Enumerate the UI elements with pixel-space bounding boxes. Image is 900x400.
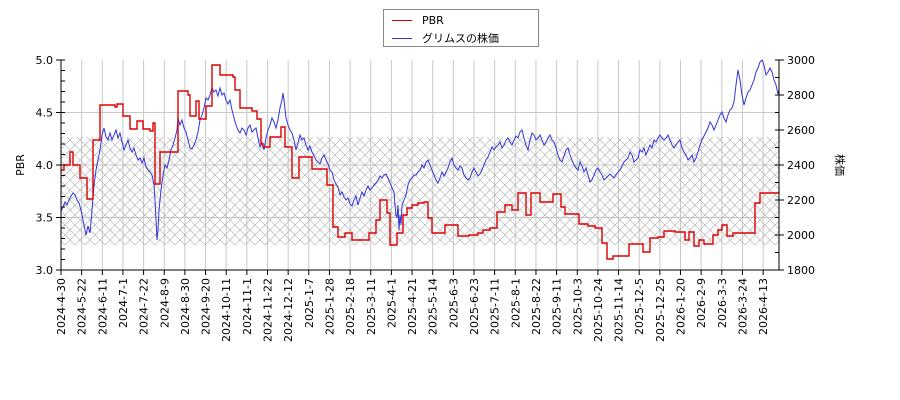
x-tick-label: 2026-1-20 [675, 278, 688, 335]
legend-swatch-pbr [392, 19, 412, 21]
range-band [61, 137, 779, 245]
x-tick-label: 2024-9-20 [200, 278, 213, 335]
y-tick-label-right: 2800 [787, 89, 815, 102]
x-tick-label: 2025-5-14 [427, 278, 440, 335]
x-tick-label: 2024-7-22 [138, 278, 151, 335]
y-tick-label-right: 2200 [787, 194, 815, 207]
left-axis-title: PBR [14, 154, 27, 176]
x-tick-label: 2025-4-21 [406, 278, 419, 335]
x-tick-label: 2024-12-12 [282, 278, 295, 342]
x-tick-label: 2026-4-13 [757, 278, 770, 335]
x-tick-label: 2026-3-3 [716, 278, 729, 328]
x-tick-label: 2025-7-11 [489, 278, 502, 335]
x-tick-label: 2026-2-9 [695, 278, 708, 328]
legend-label-pbr: PBR [422, 13, 444, 27]
legend-swatch-price [392, 37, 412, 39]
x-tick-label: 2025-9-11 [551, 278, 564, 335]
x-tick-label: 2025-2-18 [344, 278, 357, 335]
axis-ticks [56, 59, 784, 275]
y-tick-label-right: 3000 [787, 54, 815, 67]
legend-item-pbr: PBR [384, 11, 444, 29]
x-tick-label: 2025-8-1 [509, 278, 522, 328]
x-tick-label: 2024-11-22 [262, 278, 275, 342]
y-tick-label-left: 3.5 [36, 212, 54, 225]
y-tick-label-left: 4.0 [36, 159, 54, 172]
x-tick-label: 2025-12-5 [633, 278, 646, 335]
x-tick-label: 2025-1-7 [303, 278, 316, 328]
x-tick-label: 2026-3-24 [736, 278, 749, 335]
x-tick-label: 2024-6-11 [96, 278, 109, 335]
x-tick-label: 2024-11-1 [241, 278, 254, 335]
y-tick-label-left: 3.0 [36, 264, 54, 277]
pbr-line [61, 64, 779, 260]
x-tick-label: 2025-10-24 [592, 278, 605, 342]
x-tick-label: 2025-10-3 [571, 278, 584, 335]
x-tick-label: 2024-8-9 [158, 278, 171, 328]
legend: PBR グリムスの株価 [383, 9, 539, 47]
x-tick-label: 2024-10-11 [220, 278, 233, 342]
x-tick-label: 2025-6-23 [468, 278, 481, 335]
y-tick-label-left: 5.0 [36, 54, 54, 67]
y-tick-label-right: 2600 [787, 124, 815, 137]
x-tick-label: 2025-1-28 [323, 278, 336, 335]
x-tick-label: 2024-4-30 [55, 278, 68, 335]
y-tick-label-right: 2000 [787, 229, 815, 242]
legend-item-price: グリムスの株価 [384, 29, 499, 47]
right-axis-title: 株価 [833, 154, 847, 176]
x-tick-label: 2024-8-30 [179, 278, 192, 335]
x-tick-label: 2025-8-22 [530, 278, 543, 335]
y-tick-label-right: 2400 [787, 159, 815, 172]
x-tick-label: 2024-7-1 [117, 278, 130, 328]
x-tick-label: 2025-11-14 [613, 278, 626, 342]
y-tick-label-right: 1800 [787, 264, 815, 277]
legend-label-price: グリムスの株価 [422, 32, 499, 45]
x-tick-label: 2024-5-22 [76, 278, 89, 335]
y-tick-label-left: 4.5 [36, 107, 54, 120]
x-tick-label: 2025-12-25 [654, 278, 667, 342]
x-tick-label: 2025-6-3 [447, 278, 460, 328]
x-tick-label: 2025-4-1 [385, 278, 398, 328]
x-tick-label: 2025-3-11 [365, 278, 378, 335]
